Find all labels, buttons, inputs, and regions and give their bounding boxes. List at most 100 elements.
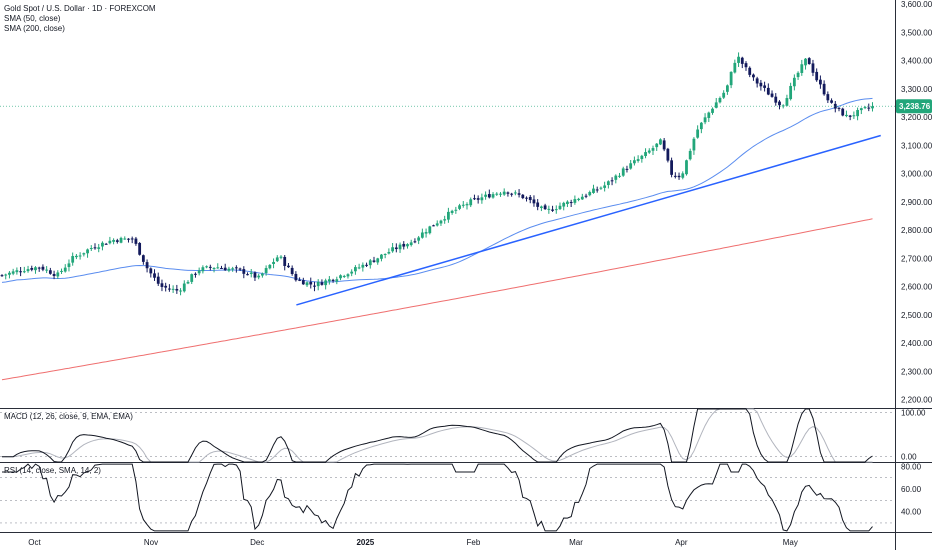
sma200-line: [1, 218, 873, 381]
candle-body: [510, 193, 514, 195]
candle-body: [246, 274, 249, 276]
candle-body: [547, 208, 551, 210]
macd-tick-label: 100.00: [901, 409, 926, 418]
macd-line: [2, 408, 873, 463]
candle-body: [766, 87, 770, 95]
candle-body: [19, 271, 22, 273]
candle-body: [778, 101, 781, 106]
candle-body: [52, 273, 56, 277]
candle-body: [517, 193, 521, 195]
candle-body: [82, 253, 86, 255]
candle-body: [692, 138, 696, 151]
candle-body: [707, 112, 711, 118]
candle-body: [335, 279, 339, 282]
candle-body: [800, 64, 804, 73]
candle-body: [744, 63, 748, 68]
candle-body: [86, 249, 89, 254]
candle-body: [584, 195, 588, 197]
candle-body: [97, 247, 101, 249]
candle-body: [383, 253, 387, 255]
candle-body: [614, 175, 618, 180]
candle-body: [402, 243, 406, 247]
candle-body: [554, 209, 558, 211]
candle-body: [644, 152, 647, 157]
sma200-legend: SMA (200, close): [4, 24, 65, 33]
candle-body: [580, 196, 584, 200]
candle-body: [197, 270, 201, 274]
candle-body: [409, 242, 413, 246]
chart-title: Gold Spot / U.S. Dollar · 1D · FOREXCOM: [4, 4, 156, 13]
candle-body: [670, 160, 673, 175]
candle-body: [134, 238, 138, 244]
candle-body: [432, 225, 435, 227]
candle-body: [4, 274, 8, 276]
candle-body: [130, 238, 134, 240]
candle-body: [357, 267, 361, 269]
candle-body: [309, 281, 313, 285]
candle-body: [361, 264, 365, 268]
candle-body: [499, 193, 502, 195]
candle-body: [551, 209, 554, 211]
candle-body: [380, 254, 383, 259]
candle-body: [789, 85, 793, 100]
candle-body: [67, 263, 71, 268]
candle-body: [729, 71, 733, 86]
support-trendline: [296, 134, 881, 306]
candle-body: [666, 148, 670, 161]
candle-body: [112, 239, 115, 242]
candle-body: [205, 266, 208, 268]
candle-body: [435, 223, 439, 226]
candle-body: [487, 194, 491, 198]
last-price-badge: [896, 99, 932, 114]
price-tick-label: 2,200.00: [901, 396, 932, 405]
candle-body: [41, 266, 45, 270]
price-tick-label: 2,700.00: [901, 254, 932, 263]
candle-body: [15, 270, 19, 273]
candle-body: [89, 248, 93, 250]
candle-body: [101, 242, 104, 247]
candle-body: [815, 71, 819, 81]
candle-body: [443, 219, 447, 221]
candle-body: [592, 188, 595, 193]
candle-body: [264, 268, 268, 274]
candle-body: [856, 110, 859, 117]
candle-body: [346, 274, 350, 277]
candle-body: [484, 194, 487, 197]
time-tick-label: Apr: [675, 538, 688, 547]
candle-body: [647, 150, 651, 153]
candle-body: [327, 279, 331, 282]
candle-body: [287, 265, 290, 268]
candle-body: [681, 173, 685, 178]
candle-body: [811, 63, 815, 73]
candle-body: [543, 205, 547, 210]
candle-body: [428, 226, 432, 234]
candle-body: [822, 83, 826, 95]
candle-body: [651, 148, 655, 151]
candle-body: [774, 96, 778, 103]
candle-body: [182, 283, 186, 292]
candle-body: [458, 205, 461, 209]
candle-body: [785, 98, 789, 106]
candle-body: [179, 290, 182, 292]
rsi-legend: RSI (14, close, SMA, 14, 2): [4, 466, 101, 475]
candle-body: [577, 198, 580, 200]
candle-body: [469, 199, 473, 206]
candle-body: [476, 198, 480, 200]
candle-body: [636, 159, 640, 161]
candle-body: [11, 271, 15, 274]
candle-body: [495, 193, 499, 195]
candle-body: [305, 282, 309, 286]
candle-body: [238, 268, 242, 270]
candle-body: [852, 115, 856, 117]
candle-body: [212, 267, 216, 269]
candle-body: [439, 220, 443, 224]
candle-body: [78, 255, 82, 257]
candle-body: [859, 108, 863, 111]
candle-body: [257, 275, 261, 278]
macd-legend: MACD (12, 26, close, 9, EMA, EMA): [4, 412, 133, 421]
candle-body: [37, 267, 41, 269]
candle-body: [677, 175, 681, 178]
candle-body: [115, 240, 119, 242]
price-tick-label: 2,500.00: [901, 311, 932, 320]
candle-body: [387, 251, 391, 254]
